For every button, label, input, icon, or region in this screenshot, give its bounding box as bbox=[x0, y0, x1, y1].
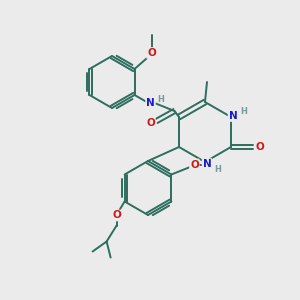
Text: N: N bbox=[202, 159, 211, 169]
Text: H: H bbox=[158, 94, 164, 103]
Text: O: O bbox=[190, 160, 199, 170]
Text: O: O bbox=[146, 118, 155, 128]
Text: O: O bbox=[112, 211, 121, 220]
Text: N: N bbox=[229, 111, 237, 121]
Text: H: H bbox=[214, 164, 221, 173]
Text: H: H bbox=[240, 107, 247, 116]
Text: O: O bbox=[256, 142, 264, 152]
Text: N: N bbox=[146, 98, 155, 108]
Text: O: O bbox=[147, 48, 156, 58]
